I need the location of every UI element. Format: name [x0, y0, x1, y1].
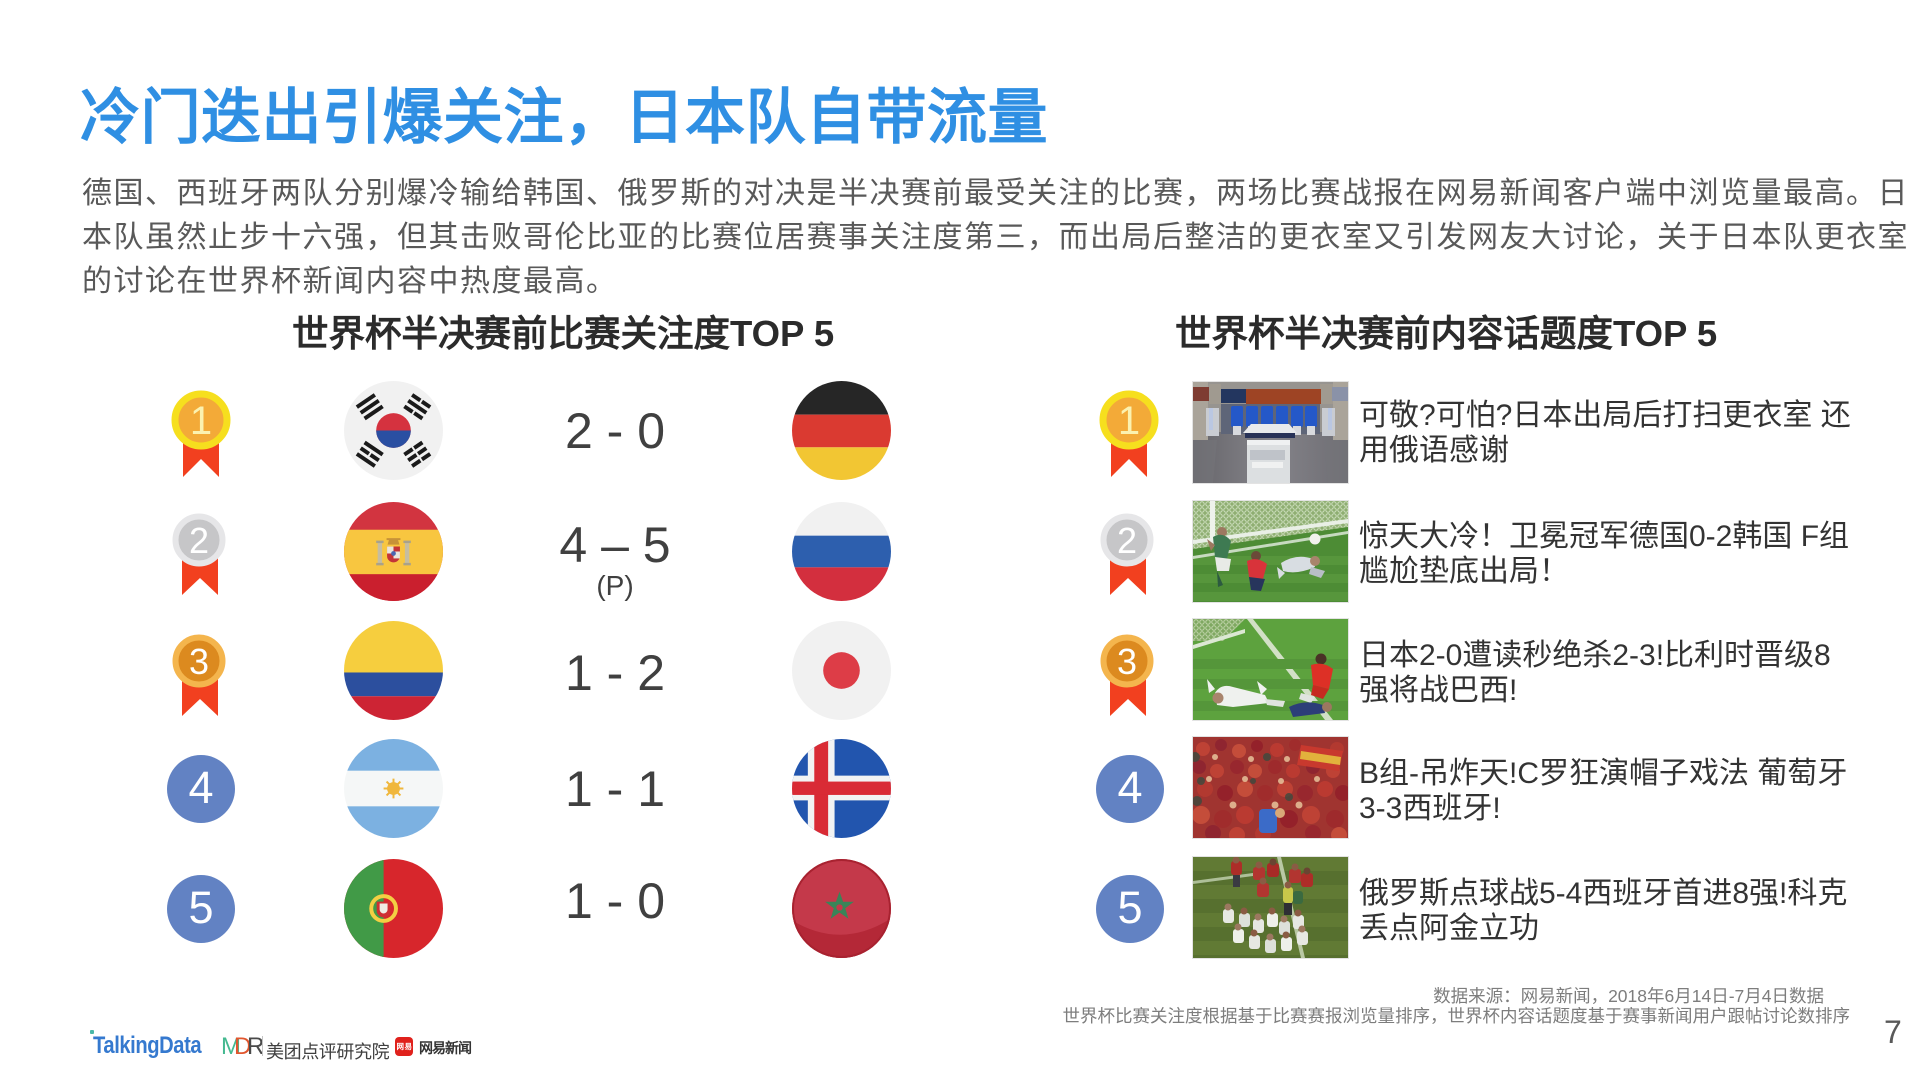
- svg-text:M: M: [221, 1033, 241, 1059]
- svg-text:1: 1: [1118, 399, 1140, 443]
- svg-text:R: R: [247, 1033, 263, 1059]
- svg-text:3: 3: [189, 641, 209, 682]
- svg-text:2: 2: [1117, 520, 1137, 561]
- svg-text:3: 3: [1117, 641, 1137, 682]
- svg-text:1: 1: [190, 399, 212, 443]
- svg-text:D: D: [234, 1033, 251, 1059]
- svg-text:2: 2: [189, 520, 209, 561]
